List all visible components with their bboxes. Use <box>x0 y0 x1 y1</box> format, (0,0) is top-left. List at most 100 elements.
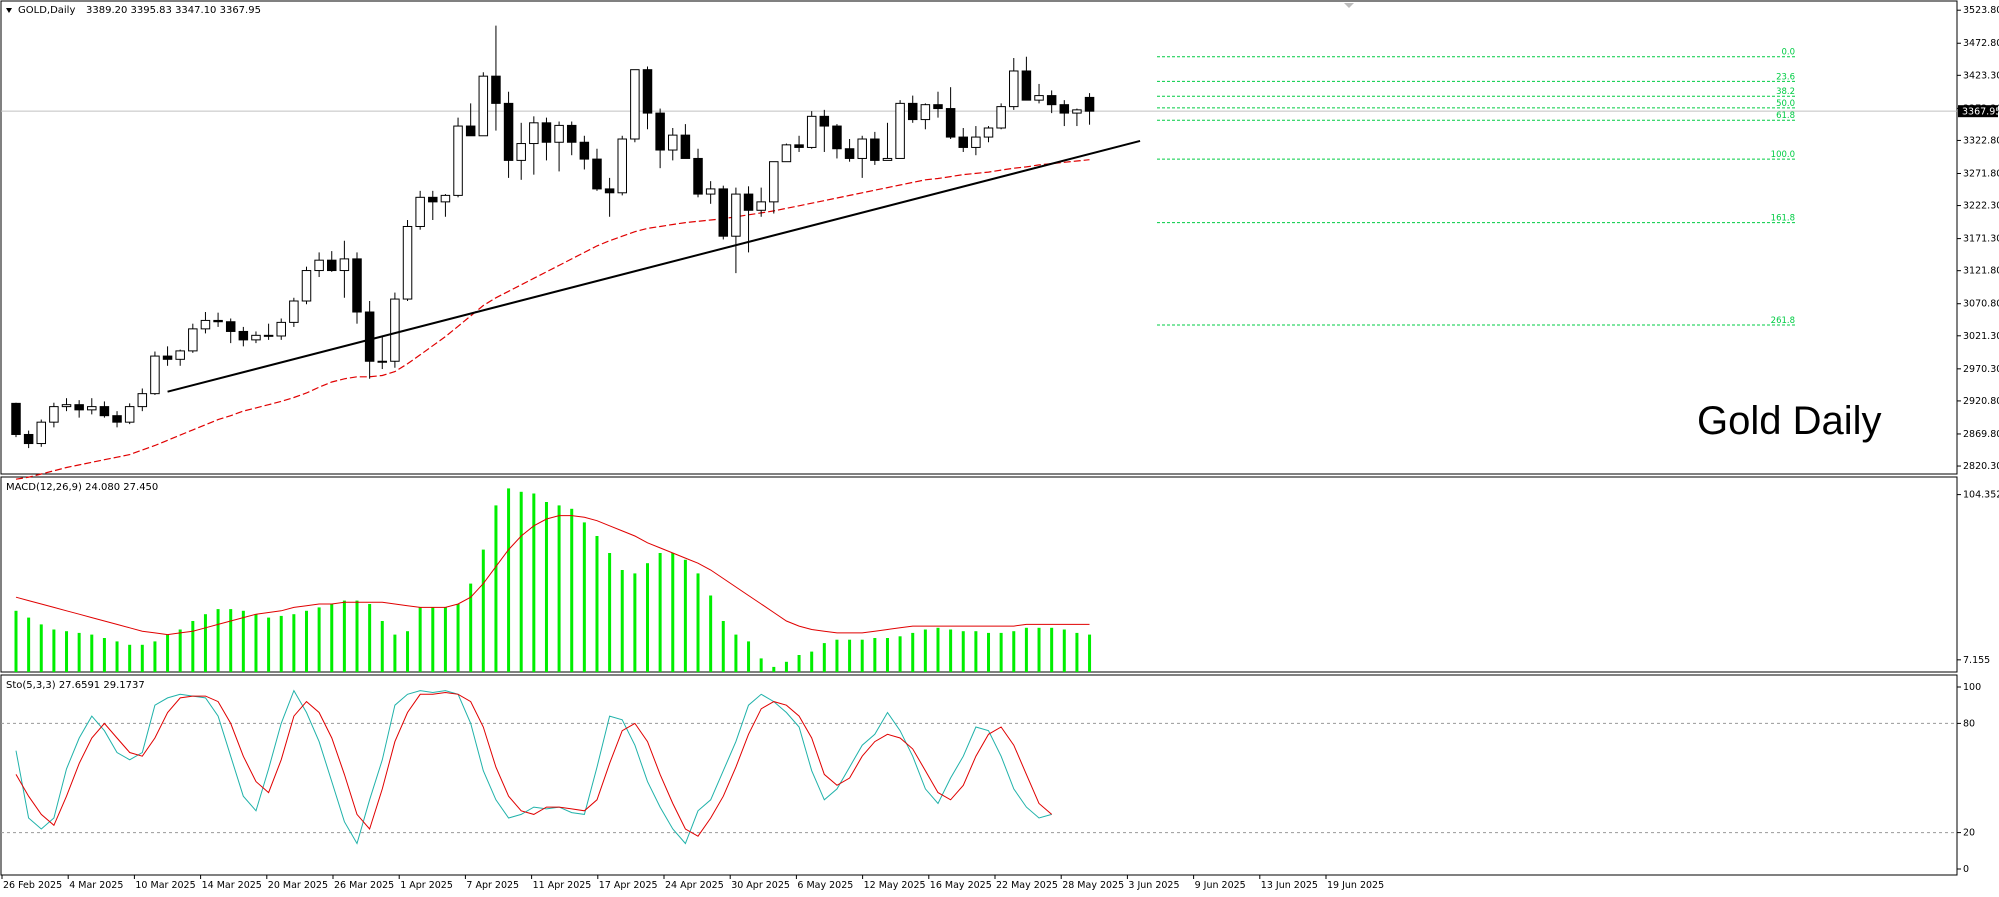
macd-histogram-bar <box>469 583 473 672</box>
macd-histogram-bar <box>646 563 649 672</box>
candle-body-down <box>794 144 804 148</box>
macd-histogram-bar <box>595 536 599 672</box>
candle-body-down <box>566 124 577 143</box>
date-axis-label: 12 May 2025 <box>864 880 926 891</box>
macd-histogram-bar <box>1075 632 1079 672</box>
macd-histogram-bar <box>279 615 283 672</box>
macd-histogram-bar <box>999 632 1003 672</box>
candle <box>175 349 185 366</box>
candle <box>958 127 968 152</box>
candle-body-down <box>907 102 918 121</box>
candle <box>971 126 981 156</box>
candle-body-up <box>756 201 766 211</box>
shift-marker-icon[interactable] <box>1344 3 1354 8</box>
candle <box>617 135 627 196</box>
moving-average-line <box>15 159 1090 480</box>
candle-body-up <box>617 138 627 194</box>
macd-signal-line <box>15 515 1090 636</box>
macd-histogram-bar <box>102 638 106 672</box>
macd-histogram-bar <box>772 666 776 672</box>
date-axis-label: 28 May 2025 <box>1062 880 1124 891</box>
candle-body-up <box>314 259 324 272</box>
stoch-title: Sto(5,3,3) 27.6591 29.1737 <box>6 680 145 691</box>
candle <box>491 25 501 131</box>
candle-body-down <box>819 115 830 127</box>
candle-body-up <box>529 122 539 145</box>
candle <box>440 194 451 217</box>
candle <box>188 323 198 353</box>
candle <box>642 66 653 130</box>
price-axis-label: 3021.30 <box>1963 331 1999 342</box>
macd-title: MACD(12,26,9) 24.080 27.450 <box>6 482 158 493</box>
candle-body-down <box>162 355 173 360</box>
candle <box>99 401 110 418</box>
macd-histogram-bar <box>166 634 170 672</box>
candle-body-down <box>844 148 855 159</box>
macd-histogram-bar <box>65 631 69 672</box>
macd-histogram-bar <box>671 553 675 672</box>
candle-body-up <box>1072 109 1082 114</box>
candle-body-up <box>339 258 350 272</box>
candle <box>933 91 943 118</box>
macd-histogram-bar <box>658 553 662 672</box>
candle <box>339 240 350 298</box>
date-axis-label: 26 Mar 2025 <box>334 880 394 891</box>
fib-level-label: 23.6 <box>1776 72 1795 82</box>
date-axis-label: 9 Jun 2025 <box>1195 880 1246 891</box>
candle-body-down <box>327 259 337 272</box>
date-axis-label: 7 Apr 2025 <box>466 880 519 891</box>
chart-menu-triangle-icon[interactable] <box>6 8 12 13</box>
macd-histogram-bar <box>380 621 384 672</box>
candle <box>1034 83 1044 104</box>
price-axis-label: 2820.30 <box>1963 461 1999 472</box>
candle <box>832 124 842 159</box>
macd-histogram-bar <box>406 631 410 672</box>
fib-level-label: 50.0 <box>1776 99 1795 109</box>
candle-body-up <box>781 144 792 163</box>
macd-histogram-bar <box>974 631 978 672</box>
price-pane-frame <box>0 0 1958 475</box>
macd-histogram-bar <box>292 614 296 672</box>
candle <box>731 187 741 274</box>
macd-histogram-bar <box>784 661 788 672</box>
date-axis-label: 17 Apr 2025 <box>599 880 658 891</box>
support-trendline[interactable] <box>167 139 1141 393</box>
date-axis-label: 10 Mar 2025 <box>135 880 195 891</box>
candle-body-up <box>554 124 564 143</box>
macd-histogram-bar <box>949 629 953 672</box>
candle <box>87 398 97 415</box>
macd-histogram-bar <box>835 639 839 672</box>
candle-body-down <box>958 136 968 148</box>
macd-histogram-bar <box>911 632 915 672</box>
candle <box>465 103 476 137</box>
candle <box>516 122 526 180</box>
candle <box>541 117 552 161</box>
trendline-layer[interactable] <box>167 139 1141 393</box>
macd-histogram-bar <box>1062 629 1066 672</box>
macd-histogram-bar <box>254 614 258 672</box>
price-axis-label: 3523.80 <box>1963 5 1999 16</box>
macd-histogram-bar <box>519 491 523 672</box>
candle <box>428 190 438 221</box>
candle <box>680 124 691 159</box>
price-axis-label: 3472.80 <box>1963 38 1999 49</box>
date-axis-label: 24 Apr 2025 <box>665 880 724 891</box>
macd-histogram-bar <box>229 609 233 672</box>
candle-body-up <box>289 300 299 323</box>
candle-body-up <box>1009 70 1019 108</box>
candle-body-up <box>402 225 413 300</box>
candle-body-down <box>945 108 956 138</box>
stochastic-layer <box>1 689 1957 845</box>
macd-histogram-bar <box>860 639 864 672</box>
candle-body-down <box>870 138 880 161</box>
candle <box>920 103 931 130</box>
candle-body-up <box>895 102 905 159</box>
macd-histogram-bar <box>709 595 713 672</box>
candle <box>655 108 665 169</box>
candle-body-up <box>857 138 867 159</box>
macd-histogram-bar <box>178 629 182 672</box>
candle-body-up <box>769 161 779 203</box>
macd-histogram-bar <box>532 493 536 672</box>
